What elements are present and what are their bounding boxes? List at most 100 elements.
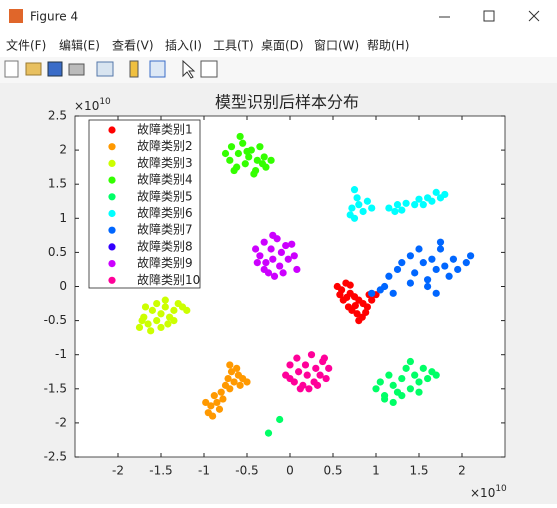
y-tick-label: -0.5	[44, 313, 67, 327]
legend-label: 故障类别3	[137, 155, 193, 170]
new-icon[interactable]	[4, 60, 19, 78]
scatter-point	[153, 299, 161, 308]
scatter-point	[419, 364, 427, 372]
scatter-point	[286, 374, 294, 383]
legend-marker	[108, 126, 116, 134]
app-icon	[9, 9, 23, 23]
x-tick-label: 0	[286, 464, 294, 478]
scatter-point	[415, 245, 423, 253]
scatter-point	[230, 378, 238, 386]
scatter-point	[363, 197, 371, 205]
scatter-point	[276, 262, 284, 270]
scatter-point	[161, 303, 169, 311]
y-tick-label: 1.5	[48, 177, 67, 191]
y-tick-label: 0.5	[48, 245, 67, 259]
scatter-point	[441, 262, 449, 270]
link-icon[interactable]	[96, 61, 114, 77]
maximize-button[interactable]	[483, 10, 495, 22]
legend-marker	[108, 193, 116, 201]
scatter-point	[164, 320, 172, 328]
scatter-point	[227, 143, 236, 151]
open-icon[interactable]	[25, 62, 42, 76]
scatter-point	[239, 139, 247, 147]
scatter-point	[153, 317, 161, 325]
scatter-point	[260, 265, 268, 274]
scatter-point	[411, 371, 419, 379]
scatter-point	[432, 371, 440, 379]
scatter-point	[385, 371, 393, 379]
menu-item[interactable]: 工具(T)	[213, 39, 254, 53]
scatter-point	[295, 368, 303, 376]
scatter-point	[141, 303, 150, 311]
scatter-point	[148, 306, 156, 314]
scatter-point	[428, 197, 436, 205]
scatter-point	[462, 259, 470, 267]
menu-item[interactable]: 窗口(W)	[314, 39, 359, 53]
scatter-point	[346, 281, 354, 289]
menu-item[interactable]: 帮助(H)	[367, 39, 409, 53]
scatter-point	[207, 402, 215, 410]
scatter-point	[376, 286, 384, 294]
legend-marker	[108, 226, 116, 234]
scatter-point	[355, 201, 363, 209]
legend-marker	[108, 159, 116, 167]
menu-item[interactable]: 插入(I)	[165, 39, 202, 53]
scatter-point	[305, 385, 313, 393]
plot: -2 -1.5 -1 -0.5 0 0.5 1 1.5 2 -2.5 -2 -1.5 -1 -0.5 0 0.…	[44, 109, 505, 478]
close-button[interactable]	[528, 10, 540, 22]
legend-label: 故障类别5	[137, 188, 193, 203]
scatter-point	[243, 147, 251, 156]
scatter-point	[135, 323, 144, 332]
scatter-point	[353, 310, 361, 318]
y-tick-label: 2	[59, 143, 67, 157]
scatter-point	[419, 201, 427, 209]
scatter-point	[385, 272, 393, 280]
scatter-point	[213, 398, 221, 407]
y-tick-label: -2.5	[44, 450, 67, 464]
scatter-point	[389, 289, 397, 297]
scatter-point	[436, 245, 445, 253]
pointer-icon[interactable]	[182, 59, 196, 79]
scatter-point	[320, 354, 328, 362]
scatter-point	[424, 276, 432, 284]
scatter-point	[398, 392, 406, 400]
x-tick-label: -1	[198, 464, 210, 478]
menu-item[interactable]: 编辑(E)	[59, 38, 100, 53]
legend-label: 故障类别8	[137, 238, 193, 253]
toolbar-icons	[4, 59, 218, 79]
print-icon[interactable]	[68, 63, 85, 76]
scatter-point	[293, 265, 301, 274]
scatter-point	[454, 265, 462, 274]
menu-item[interactable]: 查看(V)	[112, 39, 154, 53]
property-icon[interactable]	[200, 60, 218, 78]
menu-item[interactable]: 桌面(D)	[261, 39, 304, 53]
x-scale-base: ×10	[470, 486, 495, 500]
scatter-point	[449, 255, 457, 263]
legend-box	[88, 119, 201, 289]
scatter-point	[391, 207, 399, 216]
save-icon[interactable]	[47, 61, 63, 77]
scatter-point	[353, 194, 361, 202]
y-tick-label: -2	[55, 415, 67, 429]
scatter-point	[415, 195, 423, 203]
scatter-point	[260, 153, 268, 161]
menu-item[interactable]: 文件(F)	[6, 38, 46, 53]
scatter-point	[245, 153, 253, 161]
scatter-point	[252, 245, 260, 253]
scatter-point	[262, 259, 270, 267]
scatter-point	[202, 398, 210, 407]
scatter-point	[277, 248, 285, 256]
scatter-point	[325, 364, 333, 372]
scatter-point	[250, 170, 258, 178]
y-tick-label: 1	[59, 211, 67, 225]
scatter-point	[398, 259, 406, 267]
scatter-point	[432, 289, 440, 297]
scatter-point	[256, 143, 264, 151]
colorbar-icon[interactable]	[129, 60, 139, 78]
scatter-point	[411, 269, 419, 277]
y-scale-base: ×10	[74, 99, 99, 113]
y-tick-label: 2.5	[48, 109, 67, 123]
scatter-point	[312, 364, 320, 372]
scatter-point	[264, 429, 273, 437]
legend-icon[interactable]	[149, 60, 166, 78]
